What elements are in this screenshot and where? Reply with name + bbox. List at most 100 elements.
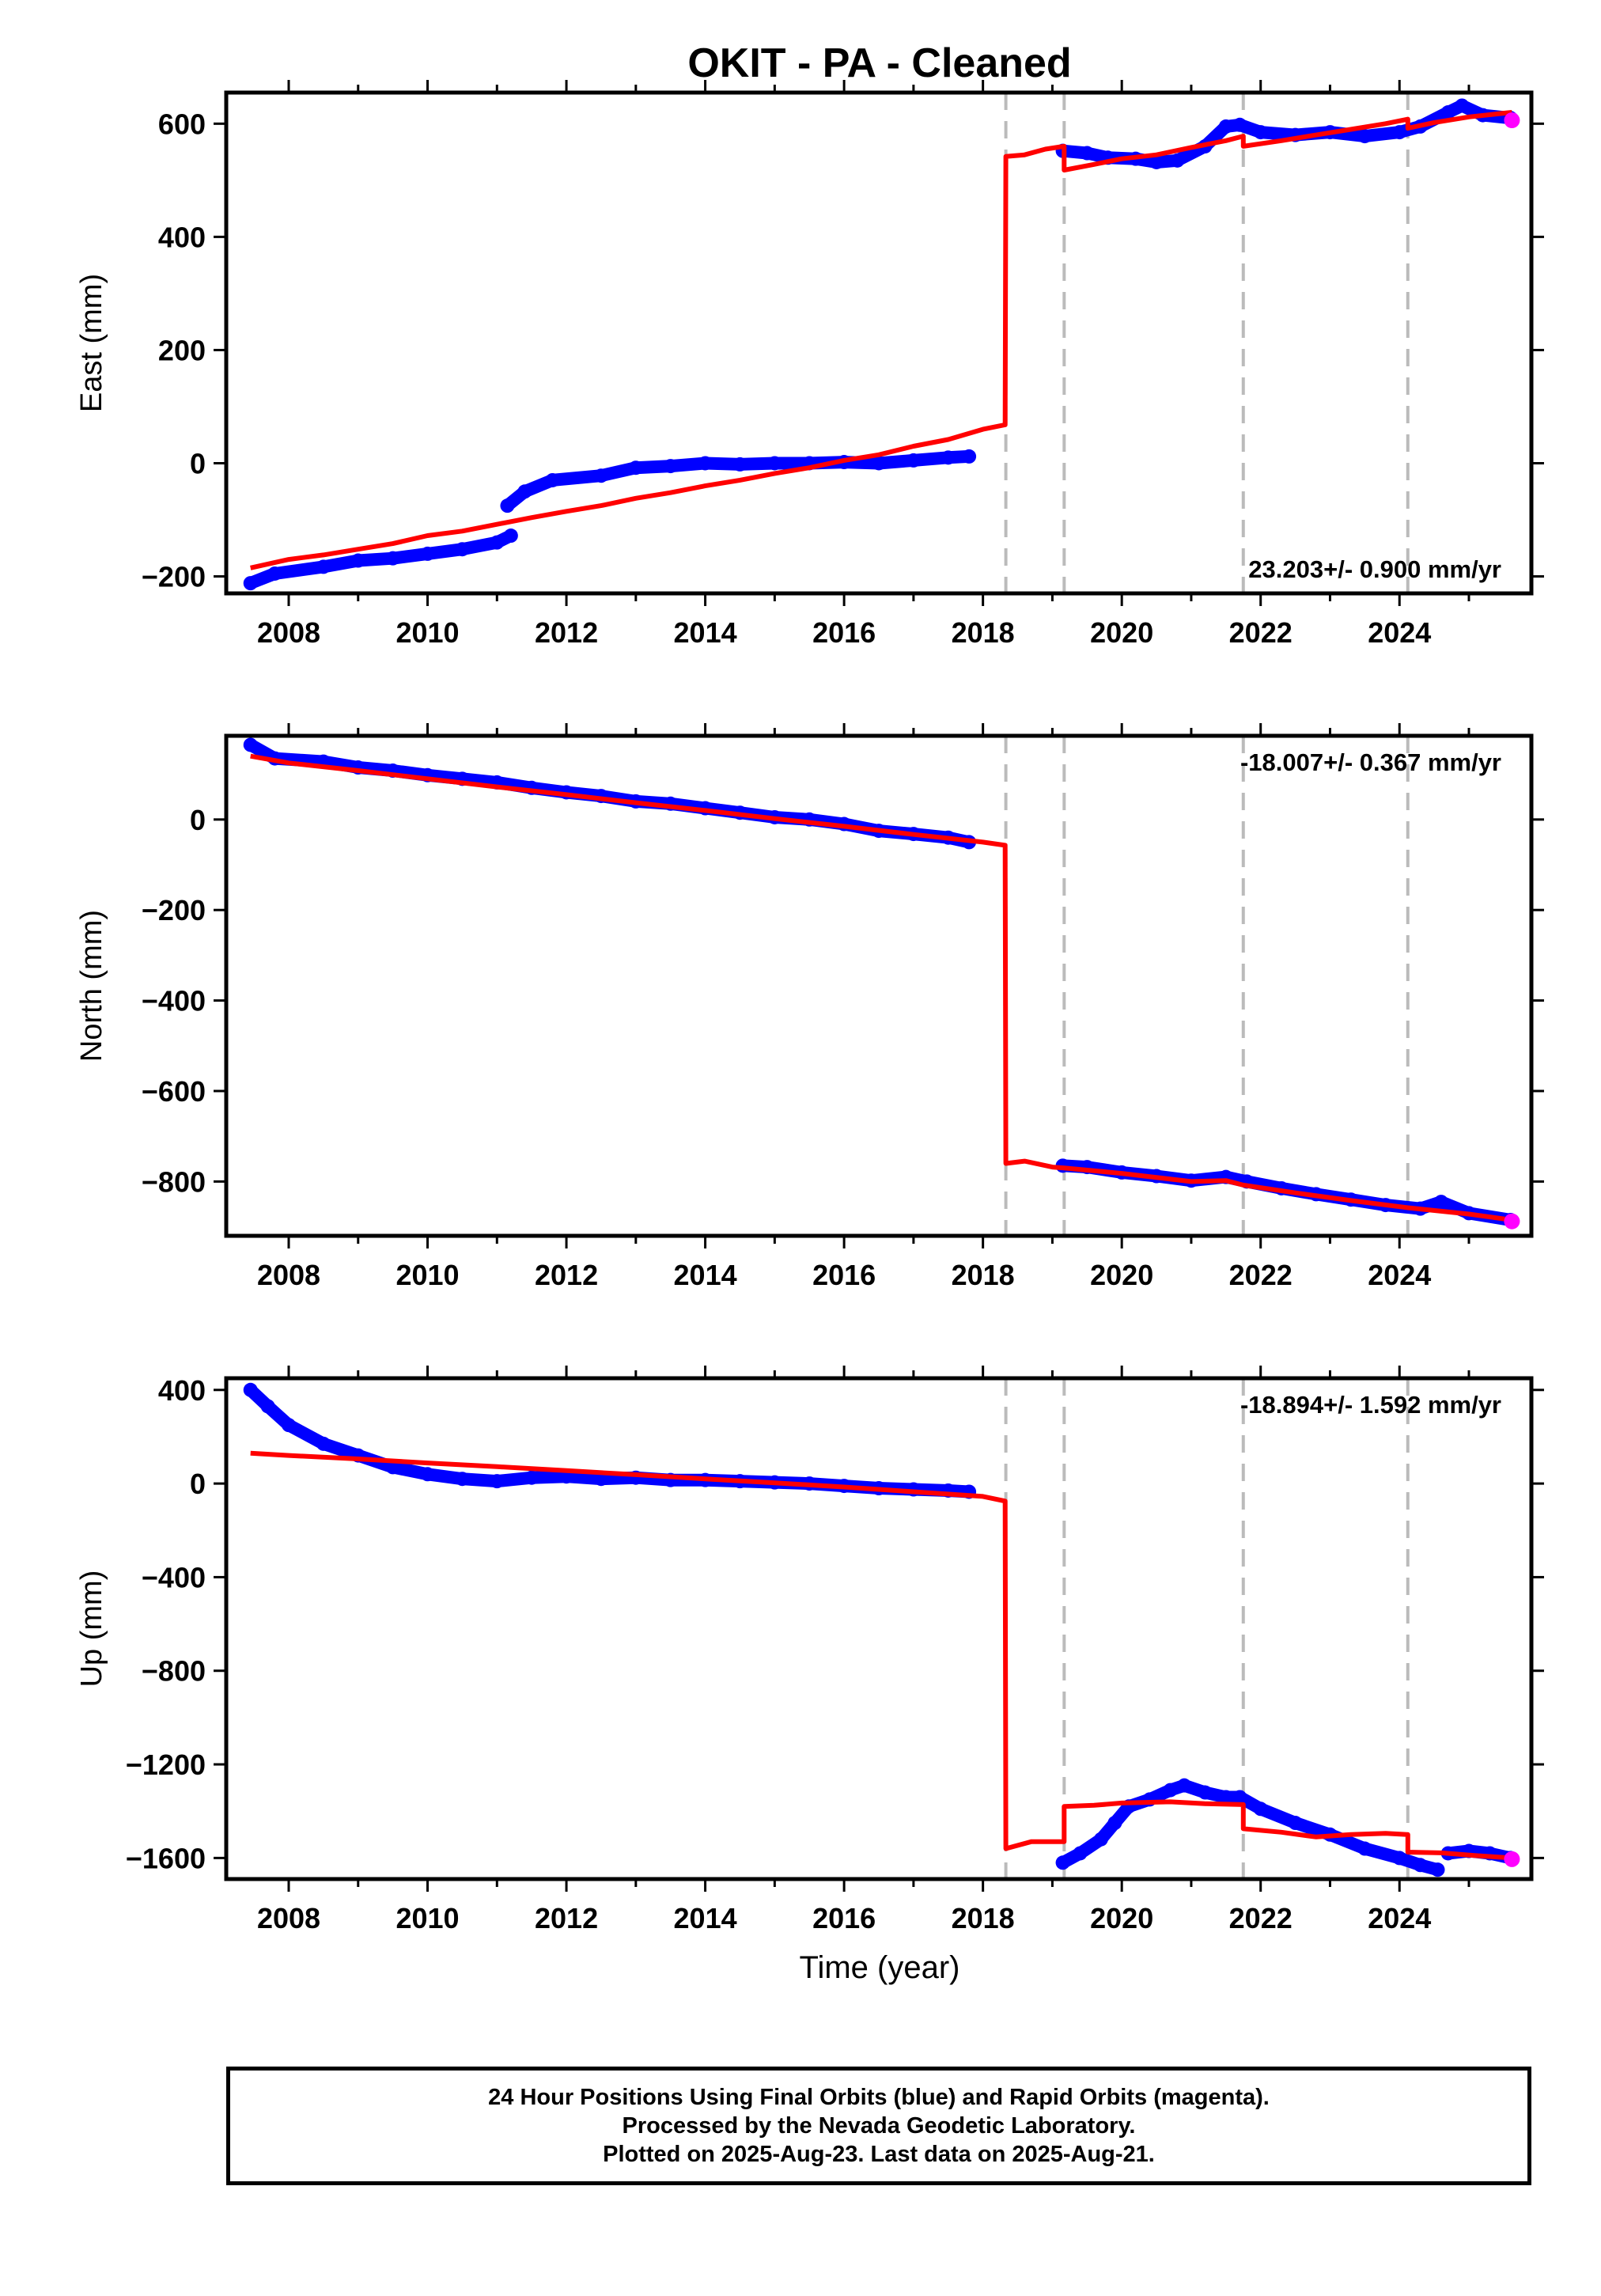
final-orbit-point [316, 1436, 331, 1451]
final-orbit-point [260, 1399, 275, 1414]
final-orbit-point [1433, 1195, 1448, 1210]
final-orbit-point [243, 576, 258, 591]
y-tick-label: −400 [142, 1561, 206, 1593]
x-tick-label: 2008 [257, 616, 320, 649]
final-orbit-point [1357, 129, 1372, 144]
footer-line-processed-by: Processed by the Nevada Geodetic Laborat… [622, 2113, 1136, 2139]
final-orbit-point [1218, 119, 1233, 134]
final-orbit-point [1392, 1851, 1407, 1866]
x-tick-label: 2024 [1368, 616, 1431, 649]
final-orbit-point [490, 1474, 505, 1489]
panel-north: 2008 2010 2012 2014 2016 2018 2020 2022 2024 −800… [75, 723, 1544, 1291]
final-orbit-point [500, 498, 515, 513]
x-tick-label: 2008 [257, 1259, 320, 1291]
plot-area [243, 1382, 1520, 1877]
x-tick-label: 2018 [952, 616, 1015, 649]
final-orbit-point [503, 529, 518, 544]
x-tick-label: 2014 [674, 1902, 737, 1934]
x-tick-label: 2022 [1229, 1259, 1293, 1291]
y-axis-title: Up (mm) [75, 1570, 108, 1688]
final-orbit-point [1413, 1858, 1428, 1873]
x-tick-label: 2008 [257, 1902, 320, 1934]
y-tick-label: −200 [142, 561, 206, 593]
final-orbit-point [1107, 1816, 1122, 1831]
y-tick-label: 0 [190, 447, 206, 479]
y-axis-title: North (mm) [75, 910, 108, 1062]
final-orbit-point [385, 551, 400, 566]
final-orbit-point [281, 1418, 296, 1433]
model-fit-line [250, 753, 1512, 1222]
final-orbit-point [1288, 1816, 1303, 1831]
rapid-orbit-point [1504, 112, 1520, 129]
x-tick-label: 2016 [812, 1259, 876, 1291]
x-tick-label: 2022 [1229, 1902, 1293, 1934]
final-orbit-point [941, 450, 956, 465]
x-tick-label: 2020 [1090, 1259, 1153, 1291]
x-tick-label: 2024 [1368, 1902, 1431, 1934]
velocity-rate-label: -18.007+/- 0.367 mm/yr [1240, 748, 1501, 776]
x-axis-label: Time (year) [800, 1950, 960, 1985]
final-orbit-point [1198, 1785, 1213, 1800]
final-orbit-track [244, 1383, 976, 1498]
final-orbit-point [490, 535, 505, 550]
final-orbit-point [455, 542, 470, 557]
final-orbit-point [872, 456, 886, 471]
velocity-rate-label: 23.203+/- 0.900 mm/yr [1248, 555, 1501, 583]
final-orbit-point [1093, 1832, 1108, 1847]
y-tick-label: −200 [142, 894, 206, 926]
y-tick-label: −800 [142, 1165, 206, 1198]
x-tick-label: 2012 [535, 1902, 598, 1934]
footer-caption-box: 24 Hour Positions Using Final Orbits (bl… [226, 2067, 1531, 2185]
final-orbit-point [420, 1467, 435, 1482]
y-axis-title: East (mm) [75, 274, 108, 412]
x-tick-label: 2012 [535, 1259, 598, 1291]
final-orbit-point [732, 457, 748, 472]
final-orbit-point [1218, 1790, 1233, 1805]
velocity-rate-label: -18.894+/- 1.592 mm/yr [1240, 1391, 1501, 1419]
panel-frame [224, 1376, 1534, 1881]
y-tick-label: −600 [142, 1075, 206, 1108]
final-orbit-point [455, 1472, 470, 1487]
plot-area [243, 98, 1520, 591]
y-tick-label: 0 [190, 1468, 206, 1500]
chart-title: OKIT - PA - Cleaned [687, 40, 1071, 86]
x-tick-label: 2010 [396, 1259, 459, 1291]
x-tick-label: 2010 [396, 616, 459, 649]
y-tick-label: 400 [158, 1374, 206, 1407]
y-tick-label: −800 [142, 1655, 206, 1688]
x-tick-label: 2012 [535, 616, 598, 649]
final-orbit-point [350, 553, 365, 568]
final-orbit-point [1392, 125, 1407, 140]
y-tick-label: 0 [190, 804, 206, 836]
final-orbit-point [593, 468, 608, 483]
x-tick-label: 2018 [952, 1902, 1015, 1934]
final-orbit-point [243, 1382, 258, 1397]
x-tick-label: 2016 [812, 616, 876, 649]
final-orbit-point [1163, 1783, 1178, 1798]
y-tick-label: 200 [158, 334, 206, 366]
final-orbit-point [698, 456, 713, 471]
final-orbit-point [1232, 117, 1247, 132]
y-tick-label: 400 [158, 221, 206, 253]
final-orbit-point [593, 1472, 608, 1487]
x-tick-label: 2024 [1368, 1259, 1431, 1291]
panel-up: 2008 2010 2012 2014 2016 2018 2020 2022 2024 −160… [75, 1366, 1544, 1934]
final-orbit-point [243, 737, 258, 752]
final-orbit-point [420, 546, 435, 561]
x-tick-label: 2010 [396, 1902, 459, 1934]
rapid-orbit-point [1504, 1851, 1520, 1867]
y-tick-label: −1200 [126, 1749, 206, 1781]
final-orbit-point [1455, 98, 1470, 113]
rapid-orbit-point [1504, 1213, 1520, 1229]
final-orbit-point [517, 484, 532, 499]
final-orbit-point [1073, 1846, 1088, 1861]
final-orbit-point [267, 566, 282, 581]
final-orbit-point [1440, 105, 1455, 120]
x-tick-label: 2020 [1090, 1902, 1153, 1934]
x-tick-label: 2022 [1229, 616, 1293, 649]
final-orbit-point [385, 1460, 400, 1475]
final-orbit-point [545, 472, 560, 487]
footer-line-orbits: 24 Hour Positions Using Final Orbits (bl… [488, 2085, 1270, 2110]
y-tick-label: 600 [158, 108, 206, 140]
